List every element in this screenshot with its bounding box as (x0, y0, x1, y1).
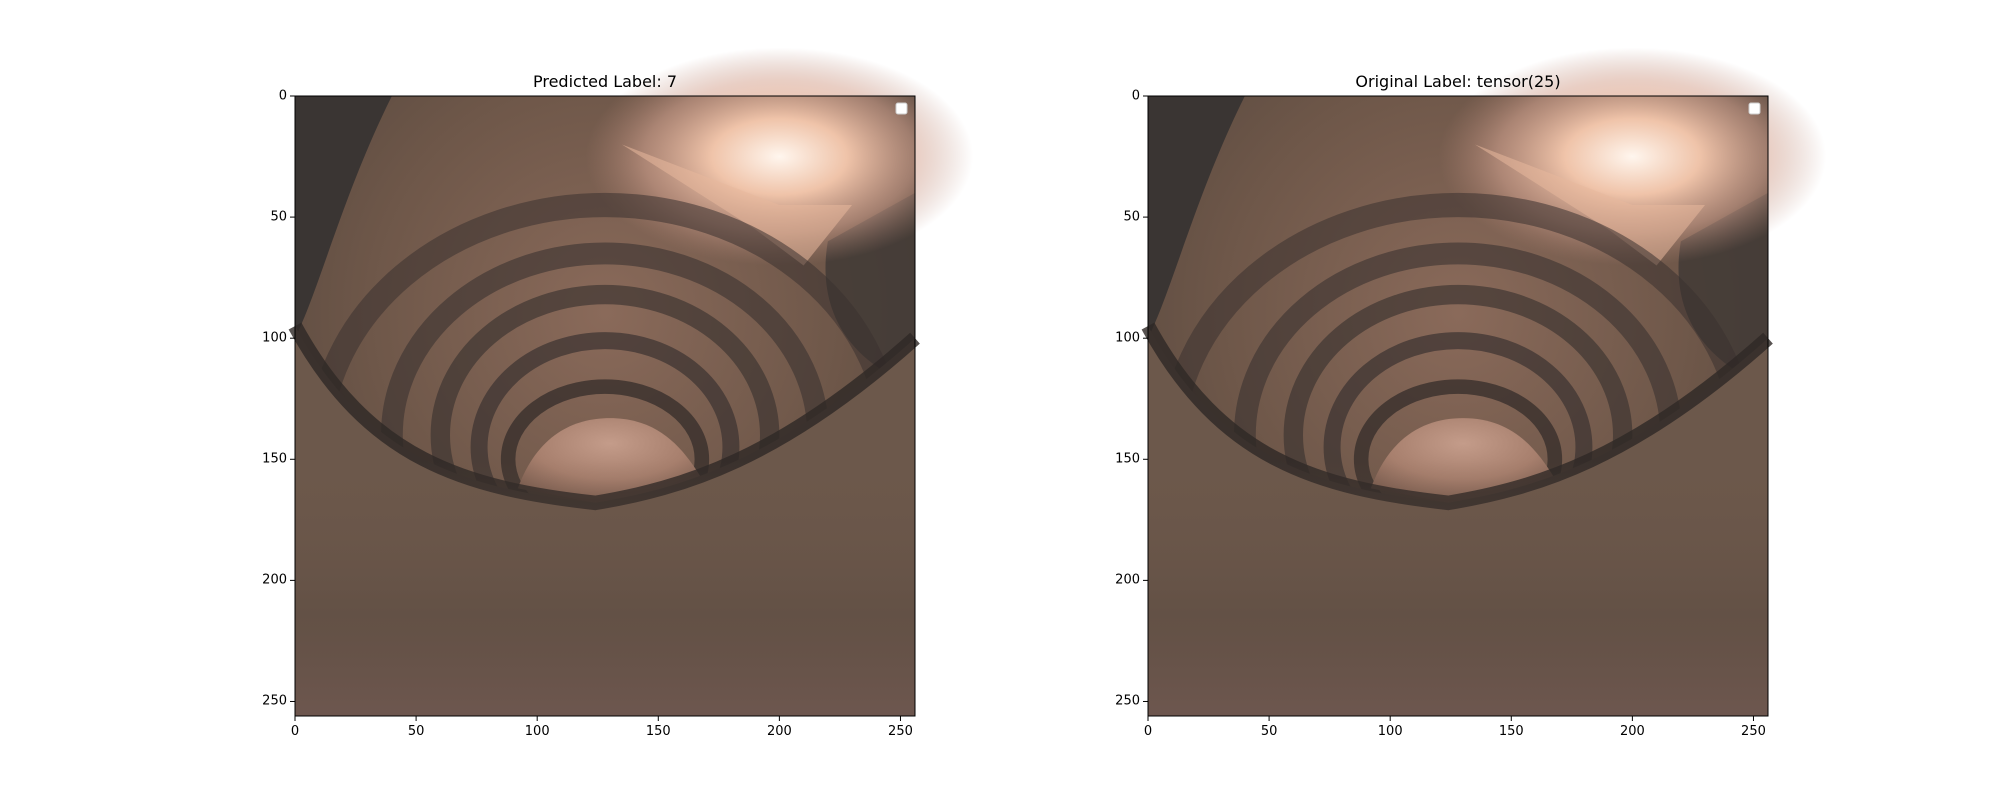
right-y-tick-label: 200 (1115, 572, 1140, 588)
right-axes-frame (1147, 95, 1769, 717)
right-axis-ticks (1143, 95, 1754, 721)
right-legend-box (1748, 102, 1761, 115)
left-y-tick-label: 100 (262, 330, 287, 346)
left-x-tick-label: 0 (290, 724, 300, 739)
left-y-tick-label: 150 (262, 451, 287, 467)
left-x-tick-label: 100 (524, 724, 550, 739)
right-x-tick-label: 250 (1741, 724, 1766, 739)
left-y-tick-label: 250 (262, 693, 287, 709)
right-y-tick-label: 100 (1115, 330, 1140, 346)
right-x-tick-label: 150 (1498, 724, 1524, 739)
left-y-tick-label: 50 (270, 209, 287, 225)
left-panel-title: Predicted Label: 7 (532, 72, 678, 91)
right-y-tick-label: 150 (1115, 451, 1140, 467)
left-x-tick-label: 200 (766, 724, 792, 739)
right-x-tick-label: 100 (1377, 724, 1403, 739)
right-panel (1143, 48, 1826, 721)
right-x-tick-label: 0 (1143, 724, 1153, 739)
right-x-tick-label: 200 (1619, 724, 1645, 739)
right-panel-image (1148, 48, 1826, 716)
left-x-tick-label: 250 (888, 724, 913, 739)
right-panel-title: Original Label: tensor(25) (1355, 72, 1561, 91)
left-y-tick-label: 200 (262, 572, 287, 588)
left-axes-frame (294, 95, 916, 717)
left-y-tick-label: 0 (278, 88, 287, 104)
left-panel (290, 48, 973, 721)
left-panel-image (295, 48, 973, 716)
right-y-tick-label: 250 (1115, 693, 1140, 709)
left-x-tick-label: 150 (645, 724, 671, 739)
left-legend-box (895, 102, 908, 115)
right-y-tick-label: 0 (1131, 88, 1140, 104)
left-x-tick-label: 50 (407, 724, 425, 739)
right-x-tick-label: 50 (1260, 724, 1278, 739)
right-y-tick-label: 50 (1123, 209, 1140, 225)
left-axis-ticks (290, 95, 901, 721)
